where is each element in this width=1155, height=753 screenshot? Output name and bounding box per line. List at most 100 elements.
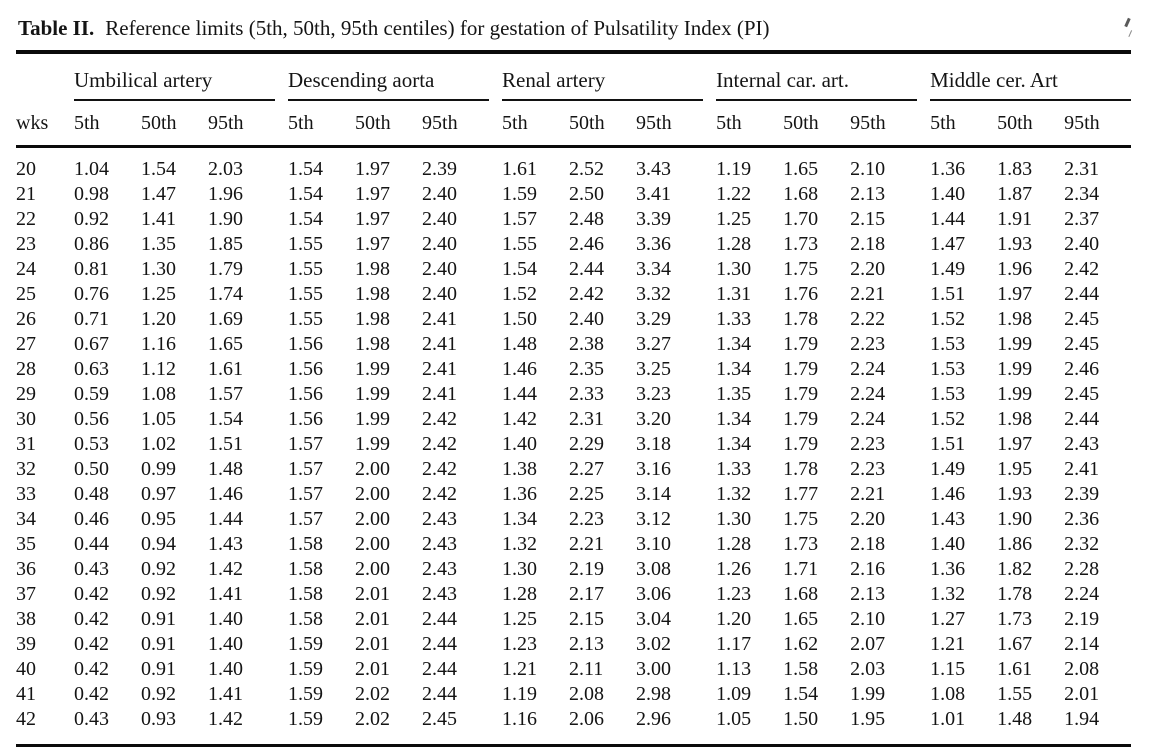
column-gap [489,682,502,707]
centile-header-5th: 5th [288,100,356,148]
value-cell: 1.59 [288,633,324,655]
value-cell: 1.74 [208,283,243,305]
value-cell: 1.73 [997,608,1033,630]
value-cell: 2.00 [355,483,391,505]
value-cell: 1.19 [716,158,752,180]
table-row: 36 0.43 0.92 1.42 1.58 2.00 2.43 1.30 2.19 3.08 1.… [16,557,1131,582]
centile-header-50th: 50th [783,100,851,148]
value-cell: 1.32 [930,583,966,605]
value-cell: 1.42 [502,408,538,430]
value-cell: 2.17 [569,583,605,605]
table-row: 41 0.42 0.92 1.41 1.59 2.02 2.44 1.19 2.08 2.98 1.… [16,682,1131,707]
value-cell: 2.44 [422,633,458,655]
column-gap [489,100,503,148]
value-cell: 1.48 [208,458,243,480]
value-cell: 1.57 [288,433,324,455]
value-cell: 1.54 [783,683,819,705]
value-cell: 1.40 [208,633,243,655]
value-cell: 1.54 [208,408,243,430]
table-body: 20 1.04 1.54 2.03 1.54 1.97 2.39 1.61 2.52 3.43 1.… [16,147,1131,746]
column-gap [275,582,288,607]
column-gap [275,207,288,232]
value-cell: 1.53 [930,333,966,355]
value-cell: 3.08 [636,558,672,580]
value-cell: 1.99 [355,408,391,430]
table-row: 33 0.48 0.97 1.46 1.57 2.00 2.42 1.36 2.25 3.14 1.… [16,482,1131,507]
column-gap [703,532,716,557]
table-row: 23 0.86 1.35 1.85 1.55 1.97 2.40 1.55 2.46 3.36 1.… [16,232,1131,257]
value-cell: 1.34 [716,333,752,355]
value-cell: 0.92 [141,583,176,605]
value-cell: 1.58 [288,558,324,580]
value-cell: 1.98 [355,333,391,355]
value-cell: 1.95 [997,458,1033,480]
value-cell: 2.23 [850,433,886,455]
value-cell: 1.99 [355,383,391,405]
value-cell: 1.86 [997,533,1033,555]
value-cell: 1.83 [997,158,1033,180]
value-cell: 2.22 [850,308,886,330]
column-gap [489,357,502,382]
value-cell: 1.97 [355,233,391,255]
column-gap [489,147,502,183]
value-cell: 2.00 [355,458,391,480]
value-cell: 1.55 [288,233,324,255]
column-gap [917,632,930,657]
column-gap [275,100,289,148]
value-cell: 1.91 [997,208,1033,230]
value-cell: 2.37 [1064,208,1100,230]
value-cell: 1.22 [716,183,752,205]
value-cell: 1.57 [502,208,538,230]
value-cell: 1.36 [930,558,966,580]
value-cell: 1.61 [997,658,1033,680]
value-cell: 2.01 [355,583,391,605]
value-cell: 3.20 [636,408,672,430]
value-cell: 1.59 [288,683,324,705]
value-cell: 0.42 [74,658,109,680]
value-cell: 0.71 [74,308,109,330]
value-cell: 3.29 [636,308,672,330]
value-cell: 1.58 [288,583,324,605]
value-cell: 0.43 [74,708,109,730]
value-cell: 1.40 [208,608,243,630]
value-cell: 1.48 [502,333,538,355]
value-cell: 2.23 [850,333,886,355]
value-cell: 0.92 [141,558,176,580]
value-cell: 0.94 [141,533,176,555]
value-cell: 1.34 [502,508,538,530]
value-cell: 1.40 [502,433,538,455]
value-cell: 0.81 [74,258,109,280]
value-cell: 1.08 [141,383,176,405]
value-cell: 1.43 [930,508,966,530]
group-header-umbilical-artery: Umbilical artery [74,52,276,101]
column-gap [275,257,288,282]
column-gap [489,232,502,257]
value-cell: 1.99 [355,358,391,380]
value-cell: 1.40 [208,658,243,680]
value-cell: 2.24 [850,408,886,430]
value-cell: 1.59 [502,183,538,205]
value-cell: 1.40 [930,183,966,205]
column-gap [917,657,930,682]
value-cell: 1.31 [716,283,752,305]
value-cell: 2.02 [355,708,391,730]
wks-cell: 26 [16,308,36,330]
group-header-internal-carotid-artery: Internal car. art. [716,52,918,101]
column-gap [703,52,716,100]
value-cell: 1.20 [141,308,176,330]
value-cell: 1.33 [716,308,752,330]
value-cell: 1.35 [716,383,752,405]
column-gap [917,432,930,457]
wks-cell: 42 [16,708,36,730]
value-cell: 2.41 [1064,458,1100,480]
wks-cell: 23 [16,233,36,255]
group-header-descending-aorta: Descending aorta [288,52,490,101]
wks-cell: 31 [16,433,36,455]
wks-cell: 37 [16,583,36,605]
wks-cell: 34 [16,508,36,530]
centile-header-5th: 5th [74,100,141,148]
value-cell: 1.97 [355,208,391,230]
value-cell: 1.30 [716,508,752,530]
value-cell: 1.65 [783,158,819,180]
value-cell: 2.00 [355,508,391,530]
